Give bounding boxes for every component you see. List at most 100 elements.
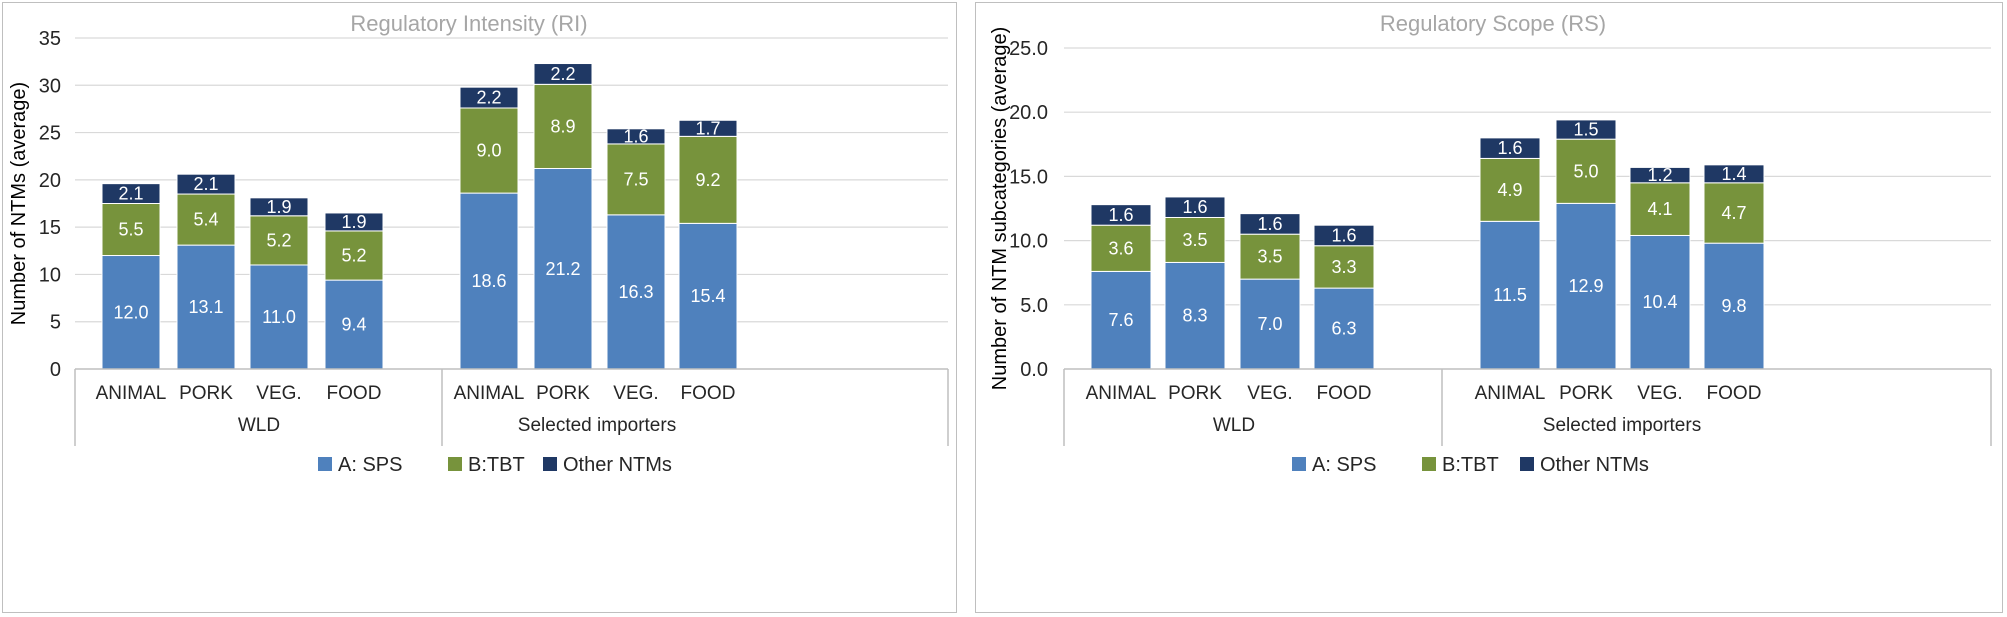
rs-bar-other (1629, 166, 1691, 184)
ri-legend-label-tbt: B:TBT (468, 454, 525, 476)
ri-bar-sps (606, 214, 666, 370)
ri-bar-sps (533, 168, 593, 370)
ri-bar-other (249, 197, 309, 217)
ri-data-label-sps: 21.2 (545, 259, 580, 279)
rs-category-label: FOOD (1707, 383, 1762, 404)
rs-data-label-tbt: 4.1 (1647, 199, 1672, 219)
rs-data-label-other: 1.6 (1331, 225, 1356, 245)
rs-legend-label-tbt: B:TBT (1442, 454, 1499, 476)
ri-y-tick-label: 0 (50, 359, 61, 381)
ri-bar-tbt (176, 193, 236, 246)
ri-bar-tbt (606, 143, 666, 216)
ri-bar-other (533, 63, 593, 85)
ri-data-label-other: 1.9 (266, 197, 291, 217)
ri-data-label-other: 1.6 (623, 126, 648, 146)
ri-category-label: ANIMAL (96, 383, 167, 404)
ri-bar-tbt (101, 203, 161, 257)
rs-bar-other (1313, 224, 1375, 247)
rs-data-label-sps: 8.3 (1182, 306, 1207, 326)
ri-bar-other (324, 212, 384, 232)
rs-bar-other (1479, 137, 1541, 159)
ri-category-label: VEG. (256, 383, 301, 404)
rs-chart-svg: Regulatory Scope (RS) 0.0 5.0 10.0 15.0 20.0 2… (989, 11, 1992, 476)
rs-bar-other (1703, 164, 1765, 184)
ri-group-label: Selected importers (518, 415, 676, 436)
rs-y-axis-label: Number of NTM subcategories (average) (989, 27, 1011, 390)
ri-y-axis-label: Number of NTMs (average) (8, 82, 30, 325)
rs-category-label: PORK (1559, 383, 1613, 404)
ri-category-label: FOOD (327, 383, 382, 404)
ri-data-label-sps: 9.4 (341, 315, 366, 335)
rs-chart-title: Regulatory Scope (RS) (1380, 11, 1606, 36)
ri-bar-other (459, 86, 519, 109)
rs-category-label: FOOD (1317, 383, 1372, 404)
ri-y-tick-label: 10 (39, 264, 61, 286)
rs-data-label-sps: 11.5 (1493, 285, 1527, 305)
rs-bar-tbt (1479, 157, 1541, 222)
ri-bar-other (606, 128, 666, 145)
rs-bar-other (1239, 213, 1301, 235)
rs-bar-sps (1629, 234, 1691, 370)
ri-data-label-tbt: 5.5 (118, 220, 143, 240)
rs-bar-sps (1090, 270, 1152, 370)
ri-chart-title: Regulatory Intensity (RI) (350, 11, 587, 36)
ri-category-label: FOOD (681, 383, 736, 404)
ri-bar-tbt (678, 135, 738, 224)
rs-legend-swatch-other (1520, 457, 1534, 471)
rs-bar-tbt (1703, 182, 1765, 244)
ri-data-label-tbt: 8.9 (550, 116, 575, 136)
rs-data-label-tbt: 3.5 (1182, 230, 1207, 250)
rs-y-tick-label: 0.0 (1020, 359, 1048, 381)
ri-bar-other (101, 183, 161, 204)
ri-data-label-tbt: 9.2 (695, 170, 720, 190)
ri-data-label-sps: 11.0 (262, 307, 296, 327)
rs-data-label-tbt: 5.0 (1573, 161, 1598, 181)
rs-y-tick-label: 15.0 (1009, 166, 1048, 188)
ri-data-label-sps: 12.0 (113, 302, 148, 322)
rs-y-tick-label: 20.0 (1009, 102, 1048, 124)
ri-y-tick-label: 20 (39, 170, 61, 192)
chart-panel-regulatory-scope: Regulatory Scope (RS) 0.0 5.0 10.0 15.0 20.0 2… (975, 2, 2003, 613)
rs-y-tick-label: 5.0 (1020, 295, 1048, 317)
rs-legend-swatch-sps (1292, 457, 1306, 471)
rs-data-label-sps: 7.0 (1257, 314, 1282, 334)
ri-legend-label-other: Other NTMs (563, 454, 672, 476)
ri-data-label-other: 2.2 (476, 88, 501, 108)
rs-data-label-tbt: 3.6 (1108, 238, 1133, 258)
rs-data-label-tbt: 4.7 (1721, 203, 1746, 223)
rs-data-label-other: 1.2 (1647, 165, 1672, 185)
rs-category-label: ANIMAL (1475, 383, 1546, 404)
ri-category-label: VEG. (613, 383, 658, 404)
rs-data-label-tbt: 3.5 (1257, 247, 1282, 267)
rs-data-label-tbt: 3.3 (1331, 257, 1356, 277)
ri-data-label-other: 2.1 (193, 174, 218, 194)
ri-bar-other (678, 119, 738, 137)
ri-category-label: PORK (179, 383, 233, 404)
ri-data-label-other: 2.2 (550, 64, 575, 84)
ri-bar-tbt (249, 215, 309, 266)
rs-category-label: PORK (1168, 383, 1222, 404)
rs-data-label-sps: 9.8 (1721, 296, 1746, 316)
ri-bar-tbt (533, 83, 593, 170)
rs-bar-other (1090, 204, 1152, 226)
rs-legend-label-sps: A: SPS (1312, 454, 1376, 476)
ri-y-tick-label: 15 (39, 217, 61, 239)
ri-data-label-tbt: 5.2 (341, 246, 366, 266)
ri-data-label-tbt: 7.5 (623, 169, 648, 189)
ri-y-tick-label: 25 (39, 123, 61, 145)
ri-data-label-sps: 13.1 (188, 297, 223, 317)
ri-bar-tbt (324, 230, 384, 281)
chart-panel-regulatory-intensity: Regulatory Intensity (RI) 0 5 10 15 20 25 30 35 N… (2, 2, 957, 613)
rs-bar-other (1555, 119, 1617, 140)
ri-bar-other (176, 173, 236, 195)
rs-data-label-other: 1.6 (1182, 197, 1207, 217)
ri-data-label-other: 2.1 (118, 184, 143, 204)
ri-bar-sps (249, 264, 309, 370)
ri-legend-swatch-other (543, 457, 557, 471)
ri-category-label: PORK (536, 383, 590, 404)
ri-data-label-tbt: 9.0 (476, 141, 501, 161)
rs-bar-sps (1555, 202, 1617, 370)
rs-y-tick-label: 10.0 (1009, 231, 1048, 253)
rs-legend-swatch-tbt (1422, 457, 1436, 471)
ri-data-label-other: 1.9 (341, 212, 366, 232)
